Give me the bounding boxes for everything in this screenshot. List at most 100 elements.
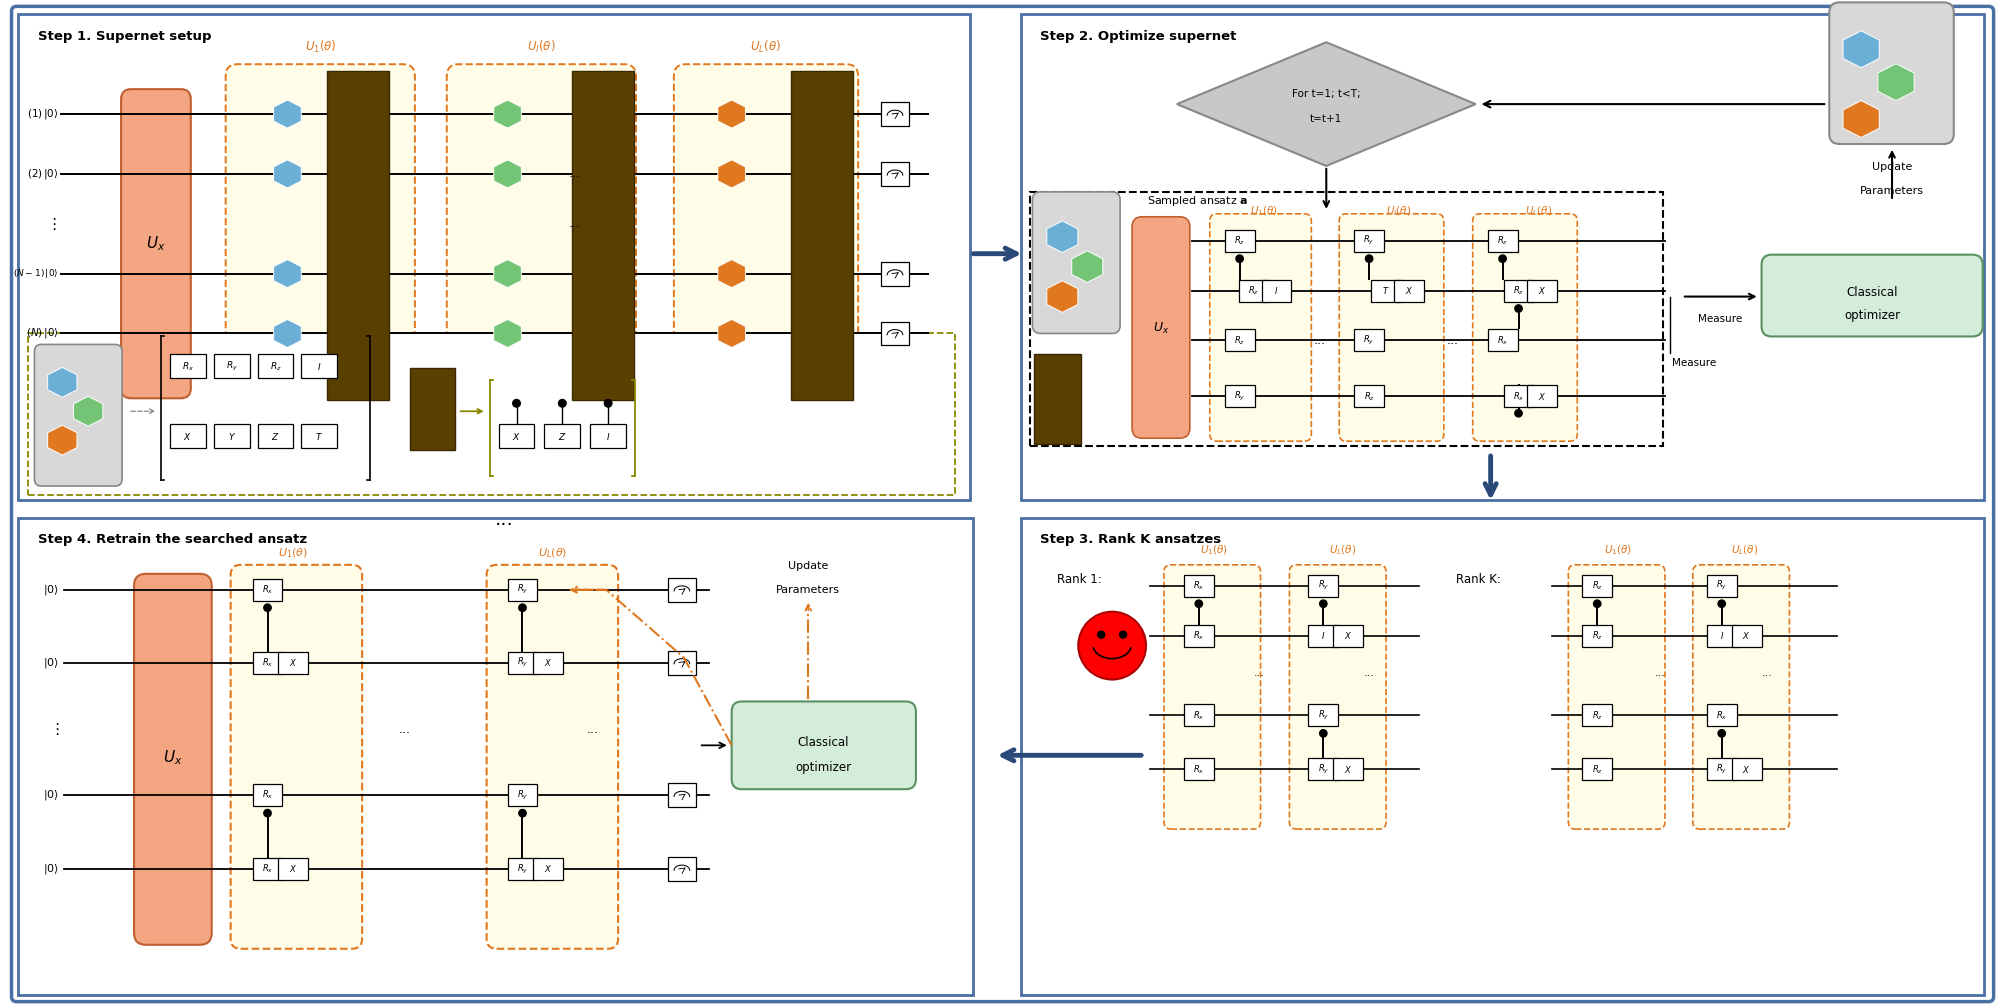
Circle shape <box>1594 600 1600 608</box>
Bar <box>1582 705 1612 727</box>
Circle shape <box>1118 630 1128 639</box>
Bar <box>1732 625 1762 646</box>
Bar <box>410 368 454 451</box>
FancyBboxPatch shape <box>226 65 414 423</box>
Bar <box>278 651 308 673</box>
Circle shape <box>1718 600 1726 608</box>
Text: $R_z$: $R_z$ <box>1248 284 1260 296</box>
Text: t=t+1: t=t+1 <box>1310 114 1342 124</box>
Bar <box>882 102 908 126</box>
Text: $|0\rangle$: $|0\rangle$ <box>44 862 60 876</box>
Bar <box>544 424 580 449</box>
Circle shape <box>604 399 612 407</box>
Bar <box>1308 758 1338 780</box>
Text: $X$: $X$ <box>290 657 298 668</box>
Text: ...: ... <box>568 218 580 230</box>
Bar <box>1504 279 1534 301</box>
Text: Parameters: Parameters <box>1860 185 1924 196</box>
Text: $R_x$: $R_x$ <box>1716 710 1728 722</box>
Text: $X$: $X$ <box>290 864 298 875</box>
Text: $R_y$: $R_y$ <box>1716 763 1728 776</box>
Bar <box>28 334 954 495</box>
Text: $|0\rangle$: $|0\rangle$ <box>44 655 60 669</box>
Text: $U_L(\theta)$: $U_L(\theta)$ <box>1524 204 1552 218</box>
Bar <box>170 424 206 449</box>
Text: $U_1(\theta)$: $U_1(\theta)$ <box>278 546 308 559</box>
Text: $R_x$: $R_x$ <box>1496 335 1508 347</box>
Polygon shape <box>494 160 522 187</box>
Text: $R_x$: $R_x$ <box>1512 390 1524 402</box>
Bar <box>882 322 908 346</box>
Text: $I$: $I$ <box>1720 630 1724 641</box>
Text: $R_x$: $R_x$ <box>1194 629 1204 642</box>
Text: ...: ... <box>398 723 410 736</box>
Text: $U_l(\theta)$: $U_l(\theta)$ <box>528 39 556 55</box>
Bar <box>1528 279 1558 301</box>
Bar <box>1308 625 1338 646</box>
Bar <box>508 858 538 880</box>
Text: $I$: $I$ <box>1322 630 1326 641</box>
Text: $R_z$: $R_z$ <box>1234 335 1246 347</box>
Text: $I$: $I$ <box>606 430 610 442</box>
Bar <box>1706 758 1736 780</box>
Bar <box>1308 575 1338 597</box>
Text: $X$: $X$ <box>512 430 520 442</box>
Bar <box>1582 575 1612 597</box>
Bar <box>1582 625 1612 646</box>
Text: Classical: Classical <box>798 736 850 749</box>
Text: $I$: $I$ <box>318 361 322 372</box>
Bar <box>1706 705 1736 727</box>
Circle shape <box>512 399 520 407</box>
Polygon shape <box>718 320 746 348</box>
Text: $R_z$: $R_z$ <box>1364 390 1374 402</box>
Text: Step 4. Retrain the searched ansatz: Step 4. Retrain the searched ansatz <box>38 533 308 546</box>
Bar <box>328 72 390 400</box>
FancyBboxPatch shape <box>1032 192 1120 334</box>
Text: ...: ... <box>1446 334 1458 347</box>
Text: $R_y$: $R_y$ <box>226 360 238 373</box>
Text: Measure: Measure <box>1672 359 1716 368</box>
FancyBboxPatch shape <box>1132 217 1190 438</box>
FancyBboxPatch shape <box>446 65 636 423</box>
Bar <box>572 72 634 400</box>
Text: $R_y$: $R_y$ <box>1234 390 1246 403</box>
Text: $R_x$: $R_x$ <box>262 584 274 596</box>
Text: Rank 1:: Rank 1: <box>1058 574 1102 587</box>
Circle shape <box>1096 630 1106 639</box>
Circle shape <box>518 809 526 816</box>
Text: $R_z$: $R_z$ <box>1592 580 1602 592</box>
Circle shape <box>264 604 272 612</box>
FancyBboxPatch shape <box>1762 255 1982 337</box>
Circle shape <box>1320 600 1326 608</box>
Text: $X$: $X$ <box>544 864 552 875</box>
Circle shape <box>558 399 566 407</box>
Bar <box>1030 192 1662 447</box>
Text: ...: ... <box>496 510 514 529</box>
Text: $R_z$: $R_z$ <box>1592 629 1602 642</box>
FancyBboxPatch shape <box>1290 564 1386 830</box>
Bar <box>1184 625 1214 646</box>
Text: $X$: $X$ <box>1742 764 1750 775</box>
Polygon shape <box>1072 251 1102 282</box>
Text: $X$: $X$ <box>1742 630 1750 641</box>
Bar <box>534 651 564 673</box>
Bar <box>214 355 250 378</box>
Text: $\vdots$: $\vdots$ <box>46 216 56 232</box>
Polygon shape <box>74 396 102 426</box>
Text: $R_z$: $R_z$ <box>1592 763 1602 775</box>
Circle shape <box>264 809 272 816</box>
Text: $U_x$: $U_x$ <box>1152 321 1170 336</box>
FancyBboxPatch shape <box>674 65 858 423</box>
Bar <box>1706 575 1736 597</box>
Bar <box>534 858 564 880</box>
Bar <box>1224 385 1254 407</box>
Bar <box>1582 758 1612 780</box>
Text: ...: ... <box>1314 334 1326 347</box>
Circle shape <box>518 604 526 612</box>
Text: $R_x$: $R_x$ <box>1194 763 1204 775</box>
Bar <box>1020 14 1984 500</box>
Bar <box>1238 279 1268 301</box>
Bar <box>302 424 338 449</box>
Bar <box>1732 758 1762 780</box>
Polygon shape <box>718 160 746 187</box>
